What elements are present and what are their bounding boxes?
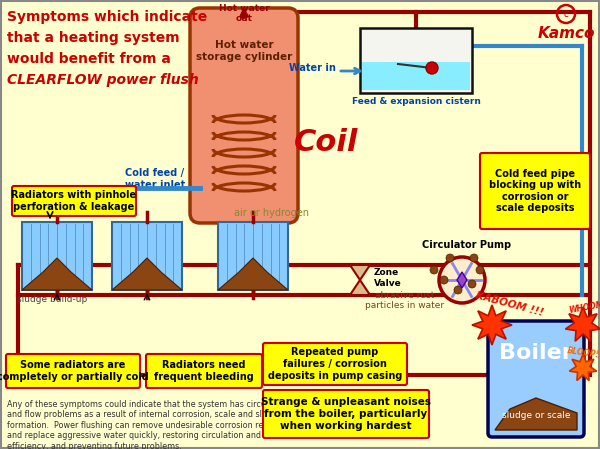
Text: air or hydrogen: air or hydrogen	[235, 208, 310, 218]
Text: WHOOMP!!: WHOOMP!!	[568, 298, 600, 315]
Circle shape	[426, 62, 438, 74]
Text: Cold feed pipe
blocking up with
corrosion or
scale deposits: Cold feed pipe blocking up with corrosio…	[489, 169, 581, 213]
Text: Hot water
out: Hot water out	[218, 4, 269, 23]
Circle shape	[430, 266, 438, 274]
Polygon shape	[350, 265, 370, 280]
Circle shape	[468, 280, 476, 288]
Bar	[362, 62, 470, 90]
Polygon shape	[350, 280, 370, 295]
FancyBboxPatch shape	[480, 153, 590, 229]
Bar	[218, 222, 288, 290]
Text: Radiators with pinhole
perforation & leakage: Radiators with pinhole perforation & lea…	[11, 190, 137, 212]
Polygon shape	[112, 258, 182, 290]
FancyBboxPatch shape	[263, 343, 407, 385]
Text: abrasive rust
particles in water: abrasive rust particles in water	[365, 291, 445, 310]
FancyBboxPatch shape	[263, 390, 429, 438]
Circle shape	[470, 254, 478, 262]
Circle shape	[440, 276, 448, 284]
Text: would benefit from a: would benefit from a	[7, 52, 171, 66]
Polygon shape	[565, 307, 600, 341]
Polygon shape	[218, 258, 288, 290]
Polygon shape	[457, 272, 467, 288]
Text: Feed & expansion cistern: Feed & expansion cistern	[352, 97, 481, 106]
Polygon shape	[22, 258, 92, 290]
FancyBboxPatch shape	[488, 321, 584, 437]
Text: Coil: Coil	[294, 128, 358, 157]
Text: Some radiators are
completely or partially cold: Some radiators are completely or partial…	[0, 360, 149, 382]
Text: KABOOM !!!: KABOOM !!!	[474, 290, 544, 318]
Text: c: c	[563, 9, 569, 19]
Text: Boiler: Boiler	[499, 343, 573, 363]
Bar	[360, 28, 472, 93]
Text: Kamco: Kamco	[537, 26, 595, 41]
Polygon shape	[569, 354, 596, 381]
Text: sludge or scale: sludge or scale	[502, 411, 570, 420]
Bar	[22, 222, 92, 290]
Text: Hot water
storage cylinder: Hot water storage cylinder	[196, 40, 292, 62]
Text: Circulator Pump: Circulator Pump	[422, 240, 512, 250]
Text: Symptoms which indicate: Symptoms which indicate	[7, 10, 207, 24]
Text: sludge build-up: sludge build-up	[17, 295, 87, 304]
Text: Repeated pump
failures / corrosion
deposits in pump casing: Repeated pump failures / corrosion depos…	[268, 348, 402, 381]
Circle shape	[454, 286, 462, 294]
FancyBboxPatch shape	[190, 8, 298, 223]
Text: Cold feed /
water inlet: Cold feed / water inlet	[125, 168, 185, 189]
Circle shape	[446, 254, 454, 262]
FancyBboxPatch shape	[146, 354, 262, 388]
Polygon shape	[495, 398, 577, 430]
Text: Any of these symptoms could indicate that the system has circulation
and flow pr: Any of these symptoms could indicate tha…	[7, 400, 289, 449]
FancyBboxPatch shape	[6, 354, 140, 388]
Text: BLOOP!!: BLOOP!!	[567, 346, 600, 360]
Text: Water in: Water in	[289, 63, 336, 73]
FancyBboxPatch shape	[12, 186, 136, 216]
Circle shape	[439, 257, 485, 303]
Text: that a heating system: that a heating system	[7, 31, 179, 45]
Bar	[112, 222, 182, 290]
Text: CLEARFLOW power flush: CLEARFLOW power flush	[7, 73, 199, 87]
Text: Radiators need
frequent bleeding: Radiators need frequent bleeding	[154, 360, 254, 382]
Polygon shape	[472, 305, 512, 345]
Circle shape	[476, 266, 484, 274]
Text: Strange & unpleasant noises
from the boiler, particularly
when working hardest: Strange & unpleasant noises from the boi…	[261, 397, 431, 431]
Text: Zone
Valve: Zone Valve	[374, 269, 402, 288]
